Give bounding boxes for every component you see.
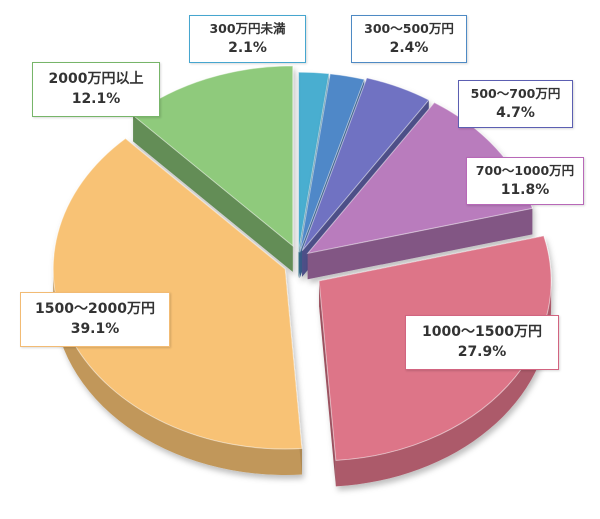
value-label: 11.8% xyxy=(500,182,550,199)
category-label: 1000～1500万円 xyxy=(422,324,542,340)
slice-top xyxy=(298,71,330,253)
value-label: 27.9% xyxy=(457,344,507,361)
label-300～500万円: 300～500万円 2.4% xyxy=(351,15,467,64)
value-label: 4.7% xyxy=(496,105,535,122)
label-2000万円以上: 2000万円以上 12.1% xyxy=(32,62,160,117)
category-label: 300万円未満 xyxy=(209,21,286,36)
slice-side-wall xyxy=(53,269,302,476)
slice-cut-face xyxy=(307,208,533,280)
slice-700～1000万円 xyxy=(306,101,534,280)
value-label: 2.4% xyxy=(389,40,429,57)
category-label: 300～500万円 xyxy=(364,21,454,36)
slice-cut-face xyxy=(133,115,293,272)
label-300万円未満: 300万円未満 2.1% xyxy=(189,15,306,64)
label-1000～1500万円: 1000～1500万円 27.9% xyxy=(405,315,559,370)
value-label: 2.1% xyxy=(228,40,267,57)
value-label: 39.1% xyxy=(70,321,120,338)
pie-slices xyxy=(52,65,552,487)
value-label: 12.1% xyxy=(71,91,121,108)
label-700～1000万円: 700～1000万円 11.8% xyxy=(466,157,584,206)
category-label: 1500～2000万円 xyxy=(35,301,155,317)
slice-side-wall xyxy=(335,280,552,487)
label-1500～2000万円: 1500～2000万円 39.1% xyxy=(20,292,170,347)
slice-top xyxy=(301,77,430,252)
slice-top xyxy=(299,73,365,253)
slice-cut-face xyxy=(319,280,336,487)
category-label: 700～1000万円 xyxy=(475,163,575,178)
category-label: 500～700万円 xyxy=(470,86,561,101)
label-500～700万円: 500～700万円 4.7% xyxy=(458,80,573,129)
slice-1500～2000万円 xyxy=(52,137,303,476)
category-label: 2000万円以上 xyxy=(48,71,144,87)
